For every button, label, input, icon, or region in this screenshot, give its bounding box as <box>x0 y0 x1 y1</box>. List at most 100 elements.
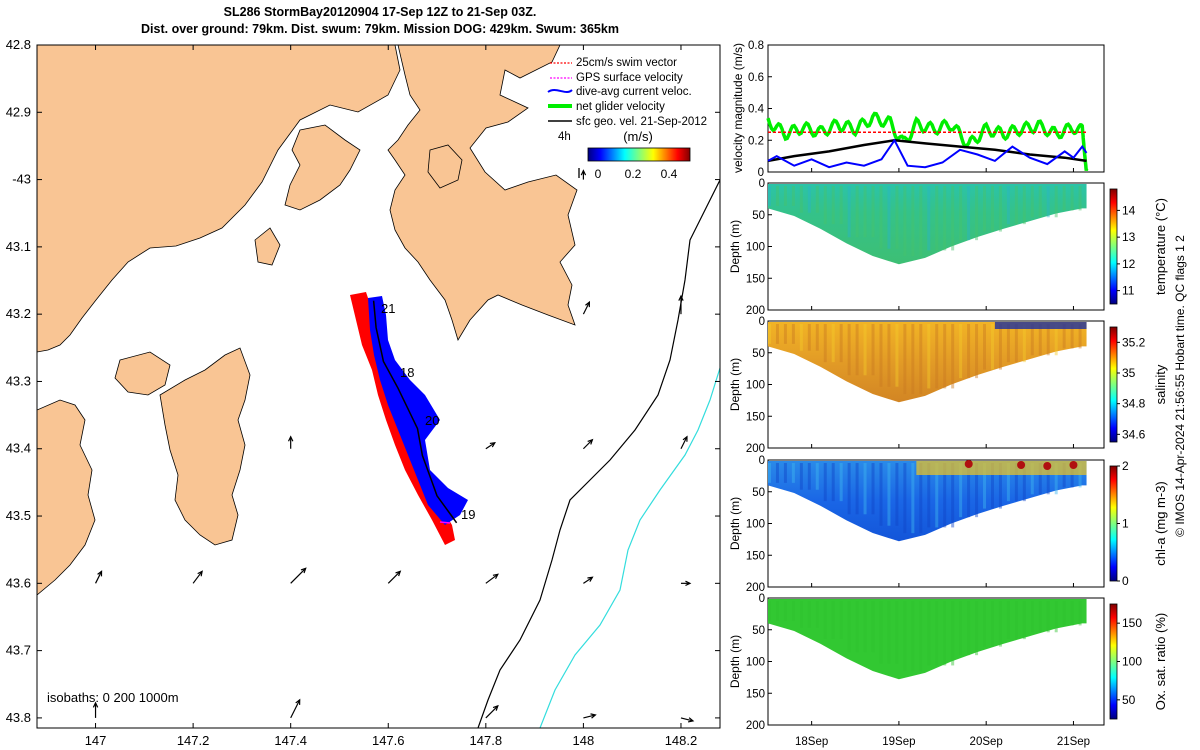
section-texture <box>807 601 811 628</box>
section-texture <box>887 186 891 249</box>
map-lat-axis: 42.8 42.9 -43 43.1 43.2 43.3 43.4 43.5 43.6 43.7 4… <box>6 37 720 725</box>
section-texture <box>815 186 819 213</box>
section-texture <box>1022 463 1026 502</box>
section-ylabel: Depth (m) <box>728 635 742 688</box>
lon-tick-label: 147 <box>85 733 107 748</box>
section-colorbar <box>1109 188 1118 305</box>
section-texture <box>791 186 795 206</box>
section-bloom-patch <box>964 460 973 468</box>
section-texture <box>783 601 787 621</box>
colorbar-tick-label: 1 <box>1122 517 1129 531</box>
geo-vector-arrow <box>680 435 688 450</box>
geo-vector-arrow <box>680 580 692 587</box>
section-ytick-label: 0 <box>759 178 765 190</box>
geo-vector-arrow <box>387 570 402 584</box>
section-texture <box>871 324 875 376</box>
section-texture <box>783 463 787 483</box>
section-texture <box>871 463 875 515</box>
lon-tick-label: 147.2 <box>177 733 210 748</box>
section-surface-bloom <box>916 461 1087 475</box>
section-texture <box>1038 463 1042 495</box>
section-texture <box>967 601 971 656</box>
section-clabel: chl-a (mg m-3) <box>1153 481 1168 566</box>
section-texture <box>791 601 795 621</box>
section-texture <box>799 186 803 213</box>
section-texture <box>1046 463 1050 495</box>
section-panel-salinity: 0 50 100 150 200 Depth (m) 34.6 34.8 35 35.2 salin… <box>728 316 1168 455</box>
section-texture <box>975 324 979 379</box>
lon-tick-label: 147.4 <box>274 733 307 748</box>
section-texture <box>943 601 947 666</box>
colorbar-tick-label: 2 <box>1122 459 1129 473</box>
map-frame <box>36 44 721 729</box>
section-texture <box>783 186 787 206</box>
geo-vector-arrow <box>290 567 307 584</box>
section-texture <box>967 186 971 241</box>
isobaths-label: isobaths: 0 200 1000m <box>47 690 179 705</box>
section-texture <box>983 463 987 509</box>
section-texture <box>768 463 771 483</box>
land-east-peninsula <box>387 45 578 341</box>
section-texture <box>823 463 827 502</box>
section-ytick-label: 0 <box>759 593 765 605</box>
section-texture <box>1022 601 1026 640</box>
section-texture <box>791 324 795 344</box>
section-texture <box>855 601 859 653</box>
section-texture <box>815 463 819 490</box>
geo-vector-arrow <box>580 169 587 180</box>
section-texture <box>847 601 851 653</box>
section-texture <box>1030 186 1034 218</box>
legend-geo-label: sfc geo. vel. 21-Sep-2012 <box>576 116 707 128</box>
section-texture <box>1046 186 1050 218</box>
lon-tick-label: 147.6 <box>372 733 405 748</box>
map-legend: 25cm/s swim vector GPS surface velocity … <box>547 57 707 143</box>
section-texture <box>1038 186 1042 218</box>
colorbar-tick-2: 0.4 <box>661 167 678 181</box>
geo-vector-arrow <box>680 717 695 723</box>
section-texture <box>887 324 891 387</box>
section-texture <box>879 324 883 387</box>
section-texture <box>903 186 907 257</box>
geo-velocity-vectors <box>92 169 695 723</box>
lon-tick-label: 148.2 <box>665 733 698 748</box>
legend-4h-label: 4h <box>558 131 571 143</box>
section-texture <box>903 463 907 534</box>
section-texture <box>768 324 771 344</box>
geo-vector-arrow <box>287 435 294 449</box>
figure-title-line2: Dist. over ground: 79km. Dist. swum: 79k… <box>141 22 619 36</box>
section-ylabel: Depth (m) <box>728 220 742 273</box>
colorbar-tick-label: 50 <box>1122 693 1136 707</box>
section-texture <box>887 463 891 526</box>
section-texture <box>863 186 867 238</box>
section-texture <box>959 463 963 518</box>
section-texture <box>799 324 803 351</box>
colorbar-title: (m/s) <box>623 129 653 144</box>
section-ytick-label: 200 <box>746 443 765 455</box>
section-texture <box>847 186 851 238</box>
geo-vector-arrow <box>485 704 499 719</box>
section-ytick-label: 150 <box>746 550 765 562</box>
lat-tick-label: -43 <box>12 172 31 187</box>
section-texture <box>1070 186 1074 211</box>
section-texture <box>847 463 851 515</box>
section-ytick-label: 50 <box>752 210 765 222</box>
gps-velocity-marker <box>439 521 451 524</box>
section-texture <box>983 324 987 370</box>
section-texture <box>927 601 931 666</box>
section-texture <box>943 463 947 528</box>
dive-avg-swath <box>368 296 468 525</box>
section-texture <box>943 324 947 389</box>
section-clabel: Ox. sat. ratio (%) <box>1153 613 1168 711</box>
colorbar-tick-label: 34.6 <box>1122 427 1146 441</box>
section-ytick-label: 50 <box>752 348 765 360</box>
section-texture <box>1014 186 1018 225</box>
section-texture <box>1038 324 1042 356</box>
section-texture <box>927 186 931 251</box>
section-texture <box>1006 324 1010 363</box>
geo-vector-arrow <box>678 294 684 315</box>
section-texture <box>768 601 771 621</box>
velocity-panel: 0 0.2 0.4 0.6 0.8 velocity magnitude (m/s) <box>731 40 1105 179</box>
section-texture <box>935 324 939 389</box>
section-texture <box>879 601 883 664</box>
